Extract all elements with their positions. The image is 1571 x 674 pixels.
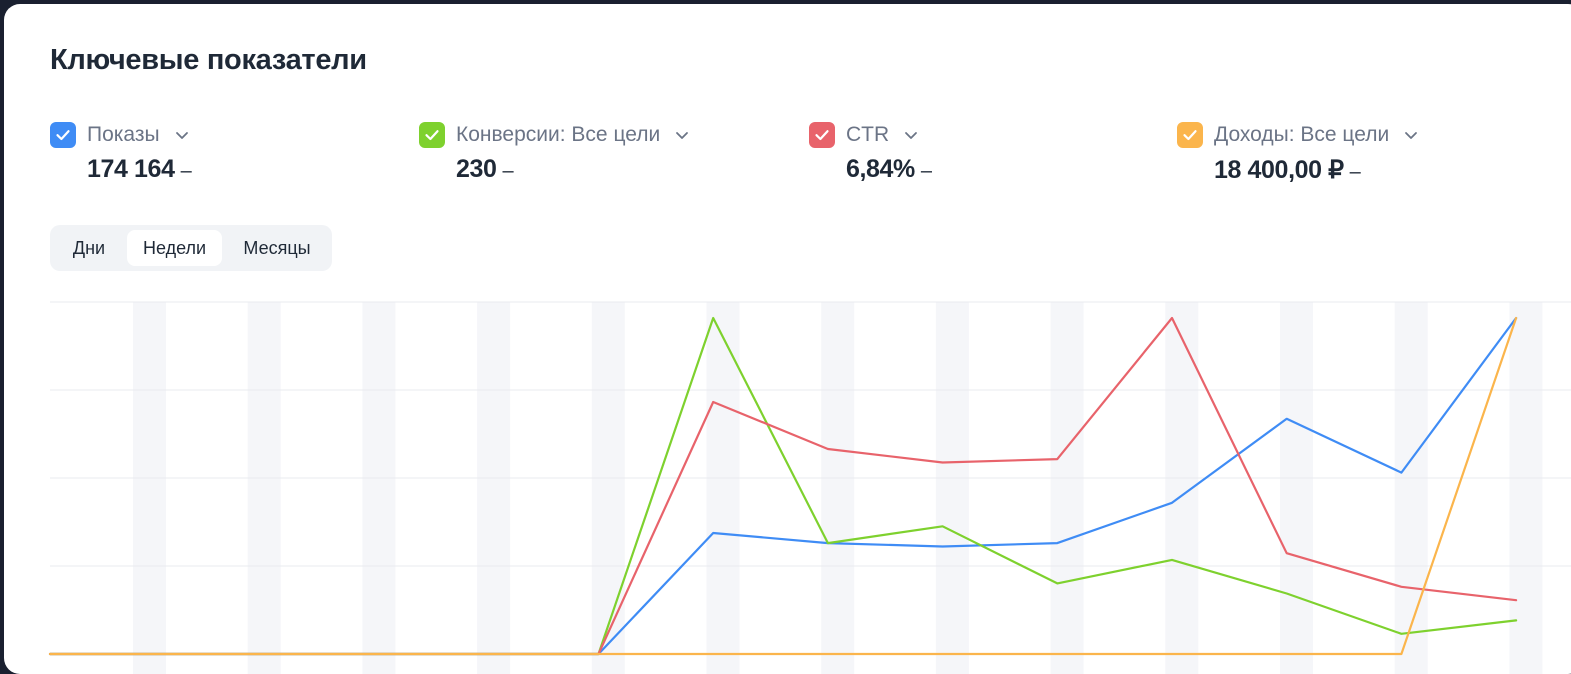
- chart-band: [133, 302, 166, 674]
- key-metrics-card: Ключевые показатели Показы 174 164 –: [4, 4, 1571, 674]
- chart-band: [592, 302, 625, 674]
- chart-band: [1280, 302, 1313, 674]
- chart-band: [248, 302, 281, 674]
- chart-band: [1509, 302, 1542, 674]
- chart-band: [936, 302, 969, 674]
- key-metrics-chart: [4, 4, 1571, 674]
- chart-band: [362, 302, 395, 674]
- chart-band: [477, 302, 510, 674]
- chart-band: [821, 302, 854, 674]
- chart-band: [1051, 302, 1084, 674]
- chart-band: [1395, 302, 1428, 674]
